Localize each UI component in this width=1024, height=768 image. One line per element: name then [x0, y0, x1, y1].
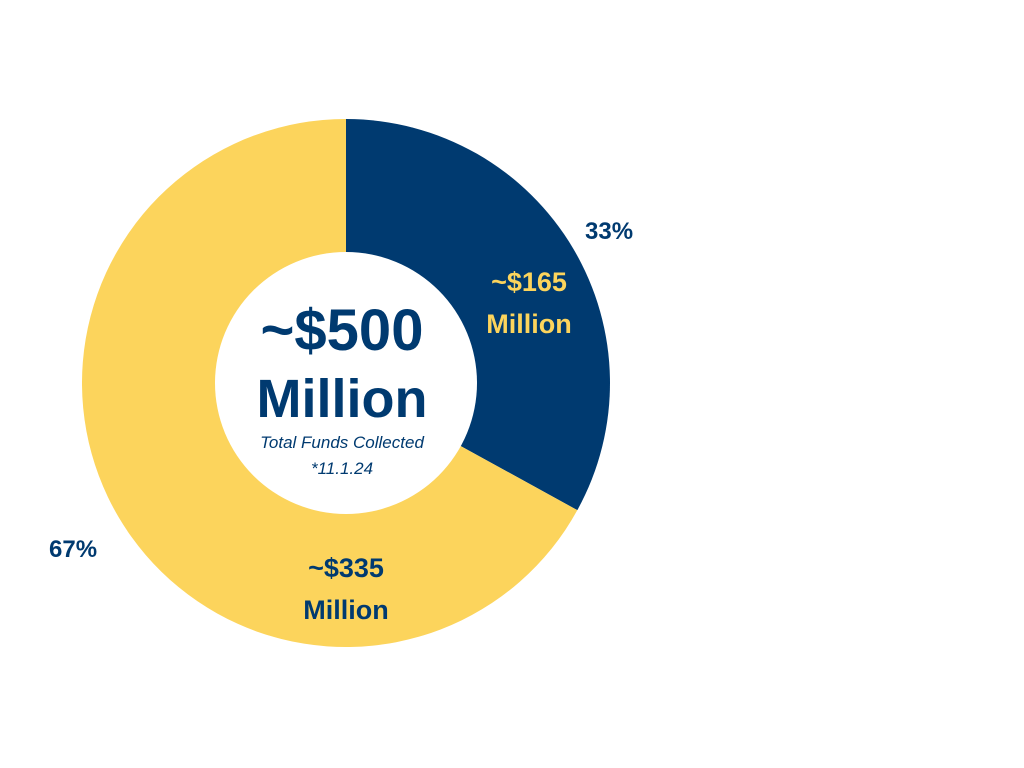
donut-hole — [215, 252, 477, 514]
center-total-amount: ~$500 — [260, 298, 424, 363]
percent-label-navy-slice: 33% — [585, 218, 634, 245]
amount-label-gold-unit: Million — [303, 595, 389, 625]
amount-label-navy-value: ~$165 — [491, 267, 567, 297]
amount-label-gold-slice: ~$335 Million — [289, 547, 403, 631]
percent-label-gold-slice: 67% — [49, 536, 98, 563]
center-total: ~$500 Million Total Funds Collected *11.… — [230, 294, 454, 482]
center-caption: Total Funds Collected — [260, 433, 424, 452]
center-total-unit: Million — [256, 369, 428, 429]
amount-label-navy-slice: ~$165 Million — [472, 261, 586, 345]
amount-label-navy-unit: Million — [486, 309, 572, 339]
center-date-note: *11.1.24 — [310, 459, 374, 478]
amount-label-gold-value: ~$335 — [308, 553, 384, 583]
